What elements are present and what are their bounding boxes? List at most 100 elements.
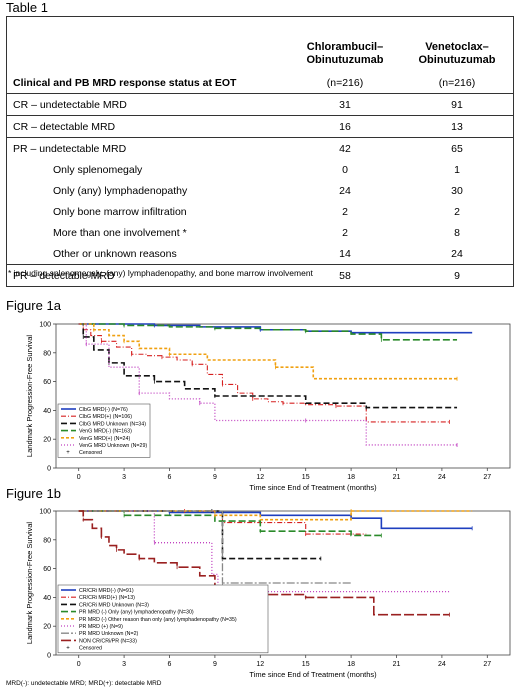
value-veng: 91 [401,93,514,116]
x-tick-label: 21 [393,474,401,481]
censored-symbol: + [66,450,70,456]
table-row: PR – detectable MRD 58 9 [6,264,514,287]
legend-label: Censored [79,450,102,456]
series-line [78,323,458,380]
legend-label: Censored [79,646,102,652]
x-tick-label: 15 [302,661,310,668]
bottom-note: MRD(-): undetectable MRD; MRD(+): detect… [6,680,162,687]
y-tick-label: 100 [39,509,51,516]
value-clbg: 2 [342,205,348,218]
figure-1a-chart: 0 20 40 60 80 100 0 3 6 9 12 15 18 21 24 27 Time since E… [25,322,511,492]
censored-symbol: + [66,646,70,652]
value-veng: 9 [401,264,514,287]
legend-label: PR MRD (+) (N=9) [79,624,123,630]
value-veng: 24 [451,247,463,260]
value-clbg: 14 [339,247,351,260]
legend-label: ClbG MRD(+) (N=106) [79,414,132,420]
value-clbg: 2 [342,226,348,239]
table-title: Table 1 [6,0,48,15]
legend-label: VenG MRD(+) (N=24) [79,436,130,442]
value-clbg: 0 [342,163,348,176]
figure-1b-title: Figure 1b [6,486,61,501]
value-clbg: 58 [289,264,401,287]
row-header-label: Clinical and PB MRD response status at E… [13,77,237,89]
value-veng: 65 [401,137,514,159]
row-label: CR – detectable MRD [6,115,289,138]
value-clbg: 31 [289,93,401,116]
row-label: More than one involvement * [53,226,187,239]
results-table: Chlorambucil– Obinutuzumab Venetoclax– O… [6,16,514,287]
table-footnote: * including splenomegaly, (any) lymphade… [8,268,313,278]
table-row: PR – undetectable MRD 42 65 [6,137,514,159]
legend-label: CR/CRi MRD(-) (N=91) [79,588,134,594]
table-row: More than one involvement * 2 8 [7,222,514,243]
plot-frame [55,323,511,469]
y-tick-label: 60 [43,566,51,573]
row-label: CR – undetectable MRD [6,93,289,116]
legend-label: VenG MRD Unknown (N=29) [79,443,147,449]
series-line [78,510,352,584]
row-label: Only splenomegaly [53,163,143,176]
series-line [78,510,450,593]
y-tick-label: 20 [43,437,51,444]
x-tick-label: 0 [77,661,81,668]
legend-label: VenG MRD(-) (N=163) [79,429,132,435]
value-veng: 30 [451,184,463,197]
table-row: CR – undetectable MRD 31 91 [6,93,514,116]
x-tick-label: 21 [393,661,401,668]
table-row: Only (any) lymphadenopathy 24 30 [7,180,514,201]
value-veng: 1 [454,163,460,176]
y-tick-label: 80 [43,537,51,544]
value-veng: 8 [454,226,460,239]
series-line [78,323,450,423]
x-tick-label: 12 [256,474,264,481]
plot-frame [55,510,511,656]
table-row: Other or unknown reasons 14 24 [7,243,514,265]
y-tick-label: 20 [43,624,51,631]
y-tick-label: 40 [43,408,51,415]
legend-label: ClbG MRD(-) (N=76) [79,407,128,413]
y-tick-label: 100 [39,322,51,329]
table-row: Only splenomegaly 0 1 [7,159,514,180]
row-label: Only (any) lymphadenopathy [53,184,188,197]
table-row: Only bone marrow infiltration 2 2 [7,201,514,222]
figure-1a-title: Figure 1a [6,298,61,313]
x-tick-label: 27 [483,474,491,481]
row-label: Only bone marrow infiltration [53,205,187,218]
series-line [78,323,458,409]
row-label: PR – detectable MRD [6,264,289,287]
x-tick-label: 6 [168,474,172,481]
series-line [78,510,321,560]
series-line [78,323,458,446]
series-line [78,323,458,341]
x-axis-label: Time since End of Treatment (months) [249,483,377,492]
row-label: PR – undetectable MRD [6,137,289,159]
y-axis-label: Landmark Progression-Free Survival [25,522,34,644]
value-clbg: 24 [339,184,351,197]
legend-label: CR/CRi MRD Unknown (N=3) [79,602,149,608]
value-clbg: 42 [289,137,401,159]
x-tick-label: 27 [483,661,491,668]
series-line [78,510,382,537]
value-clbg: 16 [289,115,401,138]
n-clbg: (n=216) [326,77,364,89]
legend-label: ClbG MRD Unknown (N=34) [79,421,146,427]
x-tick-label: 24 [438,661,446,668]
x-tick-label: 15 [302,474,310,481]
y-axis-label: Landmark Progression-Free Survival [25,335,34,457]
legend-box [57,584,269,654]
legend-label: PR MRD Unknown (N=2) [79,631,139,637]
col-header-clbg: Chlorambucil– Obinutuzumab [306,41,384,66]
legend-label: NON CR/CRi/PR (N=33) [79,638,137,644]
mrd-table: Chlorambucil– Obinutuzumab Venetoclax– O… [6,16,514,287]
legend-label: CR/CRi MRD(+) (N=13) [79,595,135,601]
x-tick-label: 18 [347,474,355,481]
x-tick-label: 18 [347,661,355,668]
series-line [78,510,473,521]
value-veng: 2 [454,205,460,218]
x-tick-label: 3 [122,474,126,481]
legend-label: PR MRD (-) Other reason than only (any) … [79,617,237,623]
x-tick-label: 9 [213,474,217,481]
legend-label: PR MRD (-) Only (any) lymphadenopathy (N… [79,610,194,616]
value-veng: 13 [401,115,514,138]
